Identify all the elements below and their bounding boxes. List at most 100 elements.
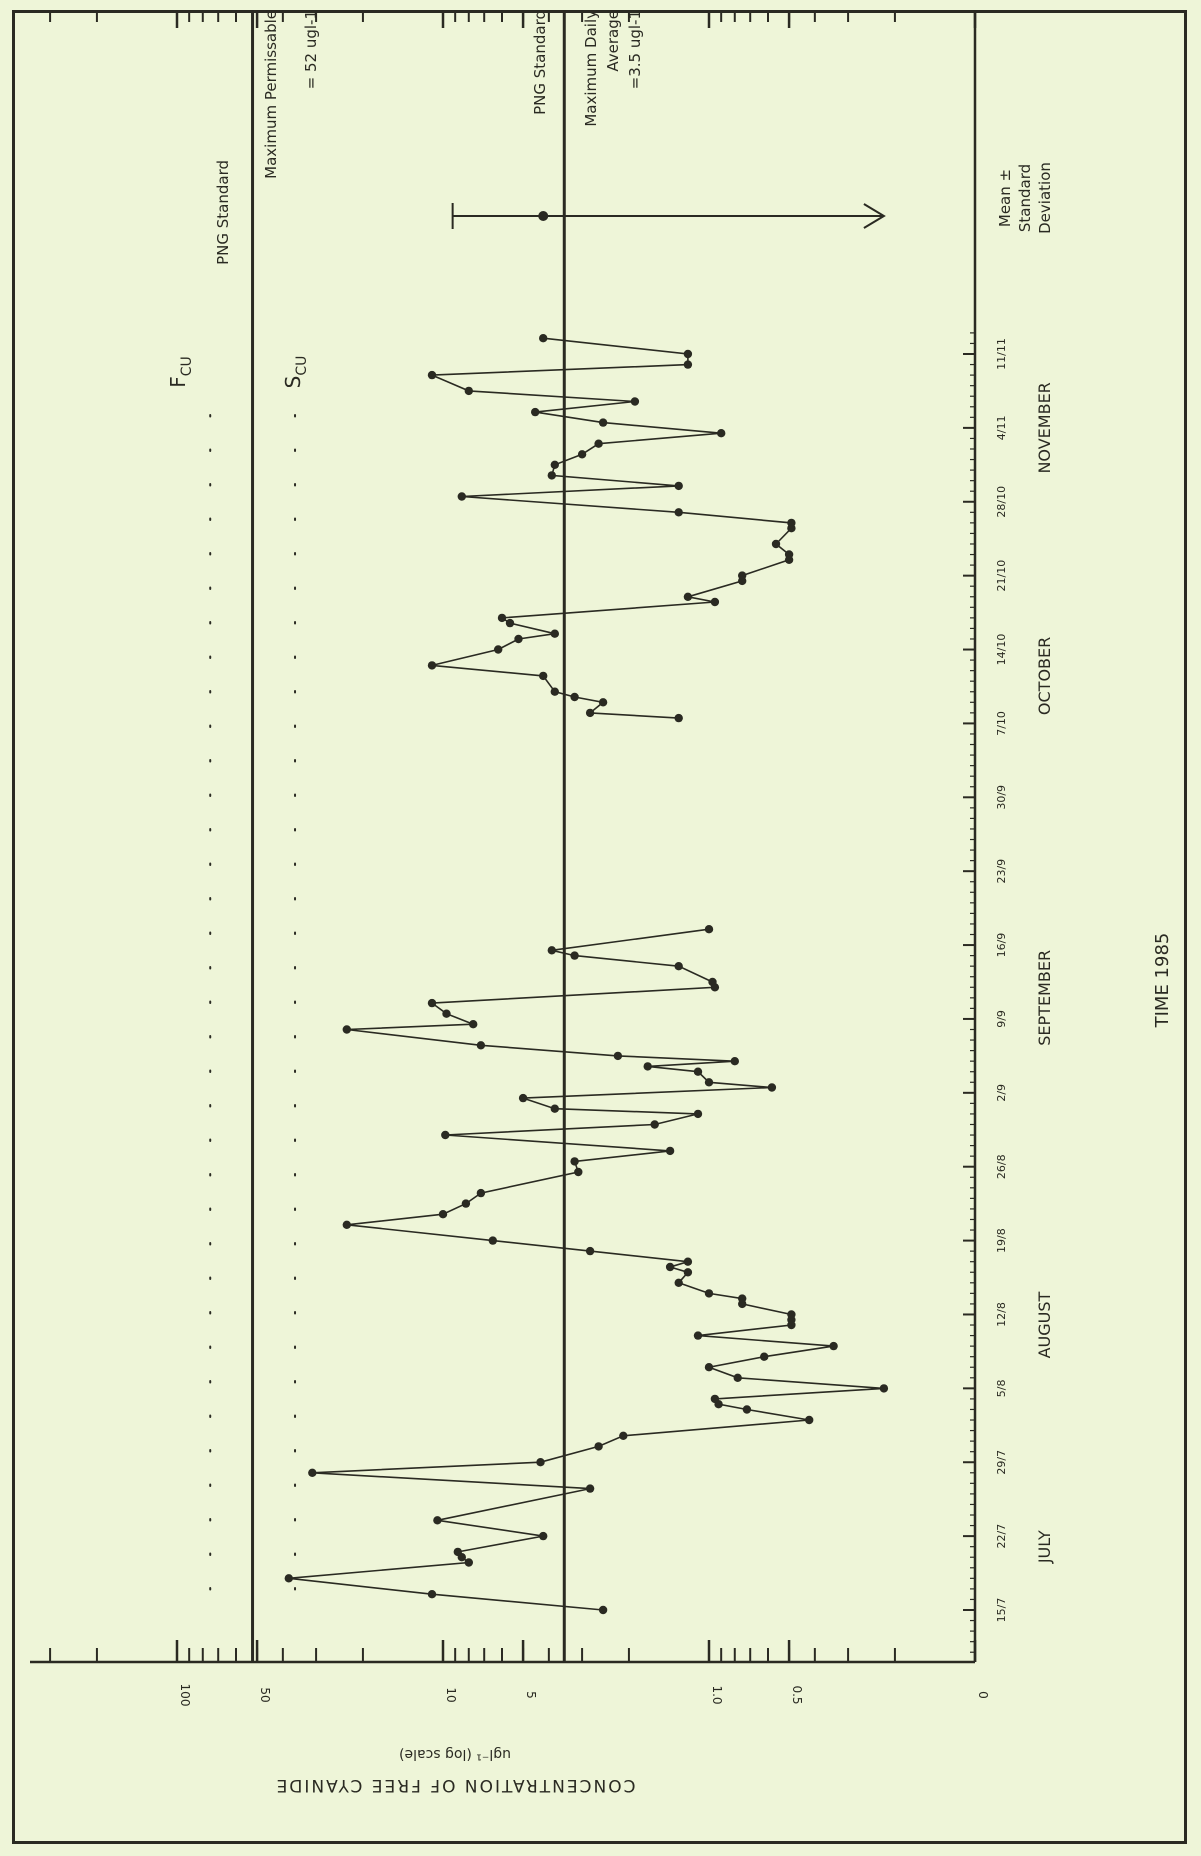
data-point <box>704 1363 714 1372</box>
data-point <box>342 1025 351 1034</box>
x-tick-label: 12/8 <box>995 1302 1008 1327</box>
data-point <box>518 1093 528 1103</box>
data-point <box>829 1341 838 1351</box>
data-point <box>514 634 523 644</box>
x-axis-title: TIME 1985 <box>1152 933 1173 1029</box>
data-point <box>427 1590 437 1599</box>
month-label: AUGUST <box>1035 1291 1054 1358</box>
y-axis-units: ugl⁻¹ (log scale) <box>399 1746 511 1762</box>
x-tick-label: 14/10 <box>995 634 1008 666</box>
data-point <box>464 1558 473 1567</box>
x-tick-label: 26/8 <box>995 1154 1008 1179</box>
data-point <box>550 629 559 638</box>
data-point <box>730 1057 739 1066</box>
reference-label: = 52 ugl-1 <box>302 10 320 89</box>
x-tick-label: 9/9 <box>995 1010 1008 1028</box>
data-series <box>284 334 889 1615</box>
data-point <box>505 618 515 628</box>
reference-label: Maximum Daily <box>582 10 600 127</box>
month-label: SEPTEMBER <box>1035 950 1054 1046</box>
data-point <box>539 671 548 681</box>
data-point <box>438 1210 448 1219</box>
data-point <box>674 1278 683 1288</box>
data-point <box>570 692 579 702</box>
dotted-line-label-main: S <box>281 376 305 389</box>
data-point <box>683 360 693 369</box>
x-tick-label: 5/8 <box>995 1379 1008 1397</box>
y-tick-label: 0 <box>976 1691 990 1699</box>
data-point <box>805 1415 814 1425</box>
data-point <box>497 613 507 623</box>
data-point <box>683 349 693 359</box>
data-point <box>594 1442 603 1451</box>
data-point <box>550 1104 559 1113</box>
data-point <box>693 1331 703 1340</box>
chart-labels: CONCENTRATION OF FREE CYANIDE ugl⁻¹ (log … <box>275 162 1173 1795</box>
data-point <box>547 471 556 480</box>
figure-frame <box>12 10 1187 1844</box>
data-point <box>427 370 437 380</box>
data-point <box>760 1352 769 1361</box>
x-tick-label: 4/11 <box>995 416 1008 441</box>
data-point <box>453 1547 462 1557</box>
data-point <box>476 1041 486 1050</box>
data-point <box>585 1246 595 1256</box>
x-tick-label: 2/9 <box>995 1084 1008 1102</box>
data-point <box>342 1220 351 1230</box>
dotted-line-label-sub: CU <box>179 356 195 376</box>
data-point <box>665 1146 675 1156</box>
data-point <box>784 550 794 559</box>
y-tick-label: 1.0 <box>710 1685 724 1704</box>
y-tick-label: 100 <box>178 1684 192 1707</box>
chart-axes: 100 50 10 5 1.0 0.5 0 15/7 22/7 29/7 5/8 12/8 19/8 26… <box>30 10 1008 1706</box>
data-point <box>710 1394 720 1404</box>
dotted-line-label-main: F <box>166 376 190 388</box>
data-point <box>643 1062 652 1071</box>
data-point <box>457 492 466 501</box>
month-label: JULY <box>1035 1530 1054 1564</box>
data-point <box>619 1431 628 1441</box>
data-point <box>708 977 717 987</box>
data-point <box>570 1157 579 1166</box>
data-point <box>574 1167 583 1177</box>
reference-label: PNG Standard <box>531 10 549 115</box>
data-point <box>577 450 587 459</box>
data-point <box>539 334 548 343</box>
data-point <box>613 1051 623 1061</box>
x-tick-label: 22/7 <box>995 1524 1008 1549</box>
dotted-line-label: FCU <box>166 356 195 388</box>
data-point <box>704 1078 714 1087</box>
y-tick-label: 50 <box>258 1687 272 1702</box>
data-point <box>738 571 747 580</box>
data-point <box>427 998 437 1008</box>
x-tick-label: 7/10 <box>995 711 1008 736</box>
data-point <box>598 418 608 427</box>
x-tick-label: 21/10 <box>995 560 1008 592</box>
x-tick-label: 19/8 <box>995 1228 1008 1253</box>
data-point <box>598 698 608 707</box>
data-point <box>585 708 595 718</box>
dotted-line-label: SCU <box>281 356 310 389</box>
data-point <box>494 645 503 654</box>
data-point <box>536 1458 545 1467</box>
mean-sd-label: Standard <box>1016 164 1034 232</box>
x-tick-label: 28/10 <box>995 486 1008 518</box>
data-point <box>704 925 714 934</box>
y-tick-label: 10 <box>444 1687 458 1702</box>
data-point <box>476 1188 486 1198</box>
data-point <box>284 1574 293 1583</box>
data-point <box>704 1289 714 1298</box>
data-point <box>787 518 796 528</box>
data-point <box>630 397 640 406</box>
data-point <box>550 687 559 696</box>
data-point <box>488 1236 497 1245</box>
month-label: OCTOBER <box>1035 637 1054 715</box>
data-point <box>693 1067 703 1076</box>
dotted-line-label-sub: CU <box>294 356 310 376</box>
data-point <box>787 1310 796 1319</box>
data-point <box>674 713 683 723</box>
data-point <box>464 386 473 396</box>
data-point <box>683 1257 693 1266</box>
month-label: NOVEMBER <box>1035 382 1054 473</box>
